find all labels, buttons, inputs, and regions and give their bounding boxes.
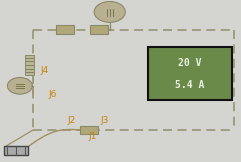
Text: 5.4 A: 5.4 A [175,80,205,90]
Circle shape [7,77,32,94]
Text: 20 V: 20 V [178,58,202,68]
Bar [80,126,98,134]
Text: J1: J1 [89,132,97,141]
Bar [4,146,28,155]
Text: J3: J3 [101,116,109,125]
Bar [25,55,34,75]
Bar [148,47,232,100]
Circle shape [94,1,125,22]
Text: J2: J2 [67,116,75,125]
Bar [56,25,74,34]
Text: J6: J6 [48,90,56,99]
Text: J4: J4 [41,66,49,75]
Bar [90,25,108,34]
